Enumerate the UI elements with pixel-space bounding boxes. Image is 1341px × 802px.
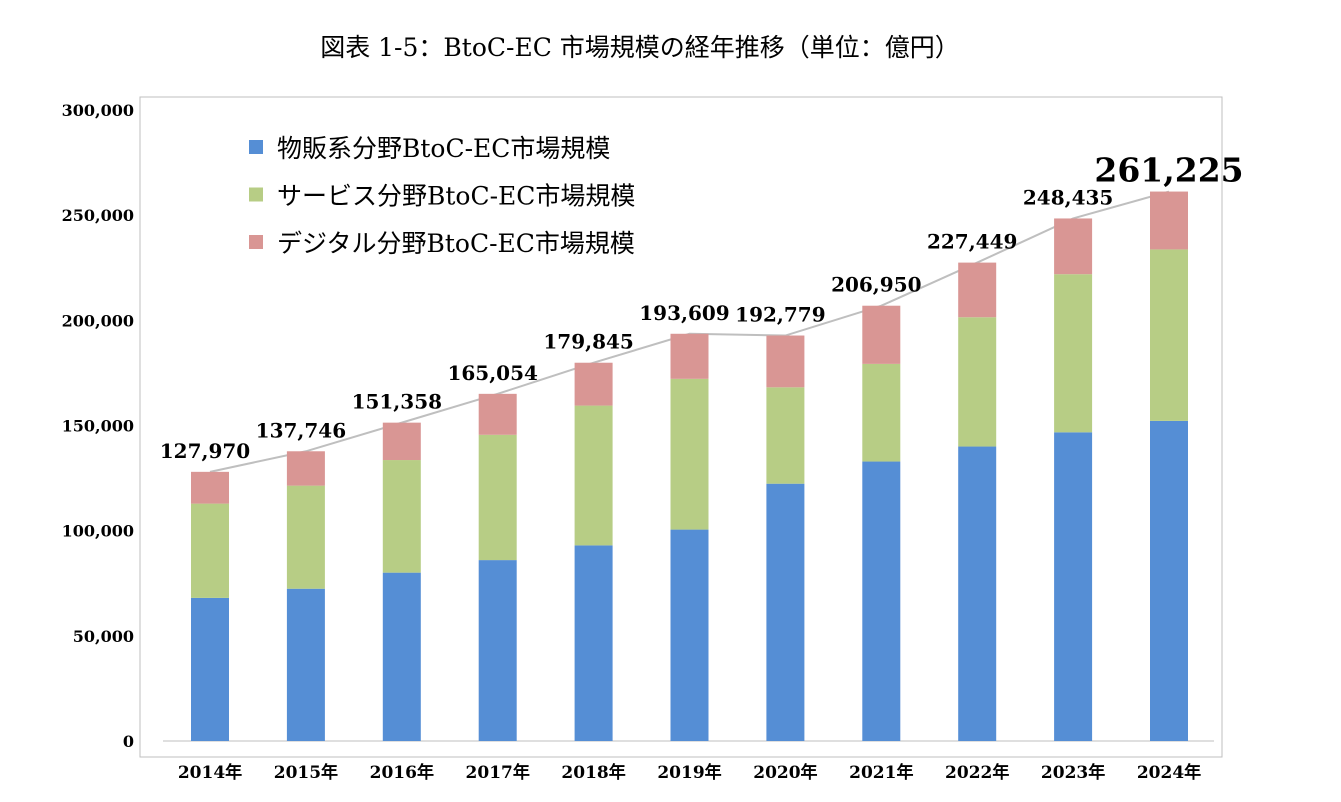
bar-segment-services xyxy=(1054,274,1093,433)
bar-segment-digital xyxy=(766,335,805,388)
bar-segment-digital xyxy=(382,422,421,461)
x-tick-label: 2016年 xyxy=(370,762,434,783)
legend-label: サービス分野BtoC-EC市場規模 xyxy=(277,182,635,211)
bar-segment-services xyxy=(1150,249,1188,421)
legend-swatch xyxy=(249,235,263,249)
total-data-label: 227,449 xyxy=(927,230,1017,254)
bar-segment-goods xyxy=(1150,420,1188,741)
bar-segment-digital xyxy=(670,333,709,379)
legend-swatch xyxy=(249,187,263,202)
total-data-label: 165,054 xyxy=(447,361,538,385)
bar-segment-goods xyxy=(574,545,613,741)
y-tick-label: 0 xyxy=(123,732,134,751)
total-data-label: 206,950 xyxy=(831,273,921,297)
total-data-label: 151,358 xyxy=(352,390,442,414)
y-tick-label: 100,000 xyxy=(62,522,134,541)
bar-segment-goods xyxy=(958,446,997,741)
bar-segment-goods xyxy=(382,572,421,741)
x-tick-label: 2024年 xyxy=(1137,762,1201,783)
bar-segment-services xyxy=(766,387,805,484)
y-tick-label: 200,000 xyxy=(62,311,134,330)
total-data-label: 193,609 xyxy=(639,301,729,325)
y-tick-label: 150,000 xyxy=(62,417,134,436)
bar-segment-services xyxy=(478,434,517,561)
total-data-label: 192,779 xyxy=(735,303,825,327)
bar-segment-goods xyxy=(191,597,229,741)
x-tick-label: 2019年 xyxy=(657,762,721,783)
bar-segment-services xyxy=(862,363,901,462)
bar-segment-goods xyxy=(862,461,901,741)
bar-segment-digital xyxy=(191,471,229,504)
bar-segment-goods xyxy=(478,560,517,741)
bar-segment-digital xyxy=(958,262,997,318)
bar-segment-goods xyxy=(286,588,325,741)
bar-segment-digital xyxy=(1054,218,1093,275)
x-tick-label: 2021年 xyxy=(849,762,913,783)
bar-segment-services xyxy=(191,503,229,598)
bar-segment-services xyxy=(286,485,325,589)
y-tick-label: 250,000 xyxy=(62,206,134,225)
bar-segment-goods xyxy=(1054,432,1093,741)
bar-segment-digital xyxy=(286,451,325,486)
bar-segment-digital xyxy=(862,305,901,364)
plot-area-border xyxy=(139,96,1223,758)
bar-segment-services xyxy=(382,460,421,573)
x-tick-label: 2014年 xyxy=(178,762,242,783)
legend-label: 物販系分野BtoC-EC市場規模 xyxy=(277,134,610,163)
total-data-label: 179,845 xyxy=(543,330,633,354)
total-data-label: 261,225 xyxy=(1094,151,1243,190)
x-tick-label: 2022年 xyxy=(945,762,1009,783)
bar-segment-services xyxy=(574,405,613,546)
bar-segment-services xyxy=(670,378,709,530)
bar-segment-digital xyxy=(574,362,613,406)
x-tick-label: 2023年 xyxy=(1041,762,1105,783)
bar-segment-goods xyxy=(766,483,805,741)
y-tick-label: 300,000 xyxy=(62,101,134,120)
legend-swatch xyxy=(249,140,263,154)
bar-segment-goods xyxy=(670,529,709,741)
bar-segment-services xyxy=(958,317,997,447)
total-data-label: 137,746 xyxy=(256,418,346,442)
legend-label: デジタル分野BtoC-EC市場規模 xyxy=(277,229,635,258)
bar-segment-digital xyxy=(1150,191,1188,250)
chart-title: 図表 1-5：BtoC-EC 市場規模の経年推移（単位：億円） xyxy=(320,33,960,62)
x-tick-label: 2018年 xyxy=(561,762,625,783)
total-data-label: 127,970 xyxy=(160,439,250,463)
x-tick-label: 2020年 xyxy=(753,762,817,783)
x-tick-label: 2017年 xyxy=(466,762,530,783)
bar-segment-digital xyxy=(478,393,517,435)
y-tick-label: 50,000 xyxy=(73,627,134,646)
x-tick-label: 2015年 xyxy=(274,762,338,783)
total-data-label: 248,435 xyxy=(1023,185,1113,209)
